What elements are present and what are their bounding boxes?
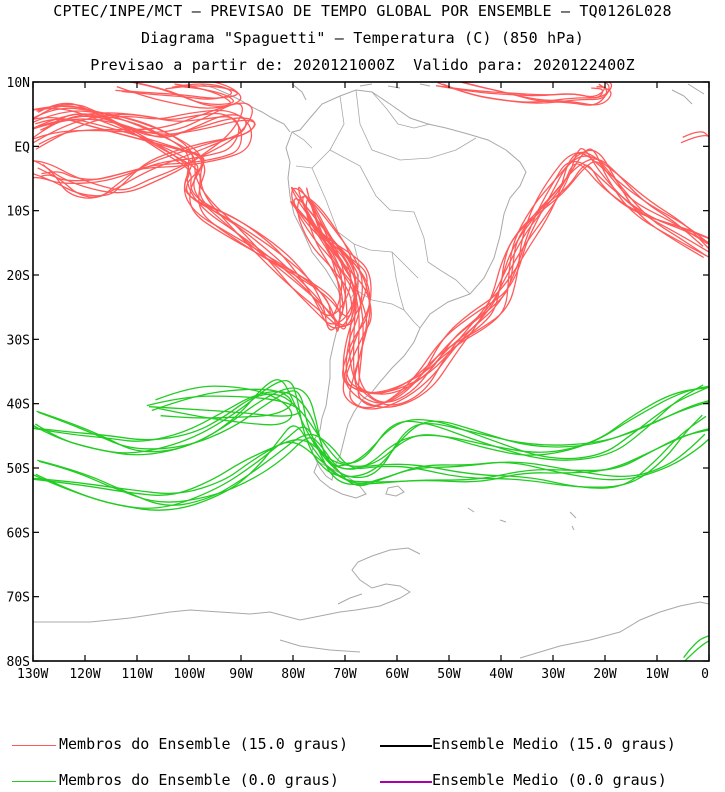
member-15-curve [682,131,709,138]
lat-tick-label: 10S [7,205,30,220]
member-0-curve [38,415,707,503]
lat-tick-label: 60S [7,526,30,541]
member-15-curve [442,82,613,103]
legend-swatch-green-members [12,781,56,782]
lat-tick-label: 30S [7,333,30,348]
caribbean-islands [359,83,705,105]
member-0-curve [33,437,709,495]
legend-label-magenta-mean: Ensemble Medio (0.0 graus) [432,771,667,789]
member-15-curve [33,112,240,185]
member-15-curve [33,114,247,199]
lat-tick-label: 80S [7,655,30,670]
lat-tick-label: 20S [7,269,30,284]
member-15-curve [38,119,709,408]
member-15-curve [33,116,709,403]
member-15-curve [130,82,231,107]
lon-tick-label: 0 [701,667,709,682]
lon-tick-label: 120W [69,667,100,682]
member-15-curve [33,103,243,194]
member-15-curve [33,105,709,404]
legend-label-black-mean: Ensemble Medio (15.0 graus) [432,735,676,753]
lat-tick-label: EQ [14,140,30,155]
member-0-curve [683,640,709,661]
lat-tick-label: 50S [7,462,30,477]
lat-tick-label: 10N [7,76,30,91]
member-15-curve [36,103,709,394]
legend-label-red-members: Membros do Ensemble (15.0 graus) [59,735,348,753]
members-15-group [33,82,709,410]
antarctic-peninsula [33,547,709,659]
lon-tick-label: 90W [229,667,253,682]
legend-swatch-black-mean [380,745,432,747]
lon-tick-label: 50W [437,667,461,682]
member-0-curve [37,385,709,467]
lat-tick-label: 70S [7,591,30,606]
member-15-curve [33,107,706,395]
member-15-curve [33,102,253,191]
lat-tick-label: 40S [7,398,30,413]
lon-tick-label: 60W [385,667,409,682]
legend-swatch-magenta-mean [380,781,432,783]
legend-label-green-members: Membros do Ensemble (0.0 graus) [59,771,339,789]
chart-subtitle: Diagrama "Spaguetti" — Temperatura (C) (… [140,29,585,47]
member-15-curve [115,85,238,99]
member-0-curve [37,414,703,506]
lon-tick-label: 130W [17,667,48,682]
member-15-curve [35,118,709,406]
forecast-validity: Previsao a partir de: 2020121000Z Valido… [90,56,635,74]
lon-tick-label: 10W [645,667,669,682]
member-0-curve [33,384,704,464]
chart-title: CPTEC/INPE/MCT — PREVISAO DE TEMPO GLOBA… [53,2,672,20]
member-0-curve [683,634,709,658]
member-0-curve [34,380,709,478]
legend-swatch-red-members [12,745,56,746]
lon-tick-label: 110W [121,667,152,682]
member-15-curve [436,85,604,99]
map-frame [32,81,710,662]
member-0-curve [155,385,293,426]
members-0-group [33,379,709,661]
lon-tick-label: 30W [541,667,565,682]
member-15-curve [33,113,709,410]
lon-tick-label: 40W [489,667,513,682]
member-0-curve [35,426,709,509]
member-15-curve [459,82,608,106]
member-15-curve [33,107,709,407]
lon-tick-label: 20W [593,667,617,682]
member-15-curve [37,102,709,395]
lon-tick-label: 70W [333,667,357,682]
member-0-curve [151,388,293,419]
south-atlantic-islands [467,507,577,531]
falklands [385,485,405,497]
lon-tick-label: 100W [173,667,204,682]
lon-tick-label: 80W [281,667,305,682]
member-0-curve [146,395,301,417]
member-15-curve [33,105,705,394]
